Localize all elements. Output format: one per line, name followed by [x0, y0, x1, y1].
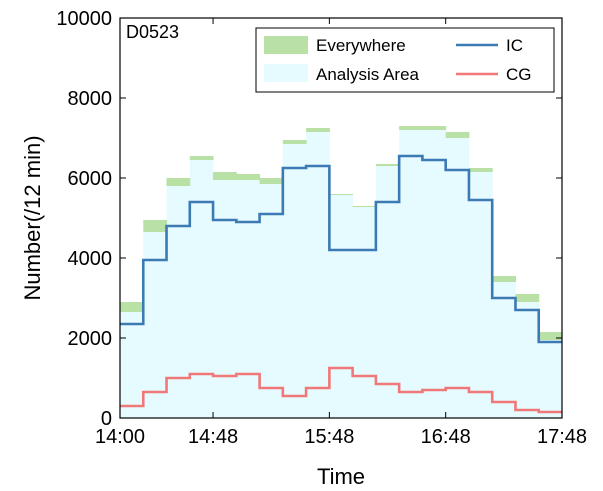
analysis-area-bin-7: [282, 144, 307, 418]
analysis-area-bin-14: [445, 138, 470, 418]
y-tick-label-1: 2000: [68, 328, 113, 350]
everywhere-band-bin-12: [399, 126, 423, 130]
analysis-area-bin-0: [120, 312, 144, 418]
y-tick-label-2: 4000: [68, 248, 113, 270]
y-tick-label-4: 8000: [68, 88, 113, 110]
analysis-area-bin-17: [515, 302, 540, 418]
everywhere-band-bin-7: [282, 140, 307, 144]
everywhere-band-bin-4: [213, 172, 237, 180]
analysis-area-bin-12: [399, 130, 423, 418]
x-tick-label-0: 14:00: [95, 426, 145, 448]
everywhere-band-bin-3: [189, 156, 214, 160]
everywhere-band-bin-17: [515, 294, 540, 302]
legend-label-ic: IC: [506, 36, 523, 55]
x-tick-label-1: 14:48: [188, 426, 238, 448]
legend-label-everywhere: Everywhere: [316, 36, 406, 55]
x-tick-label-3: 16:48: [421, 426, 471, 448]
analysis-area-bin-9: [329, 194, 354, 418]
y-tick-label-0: 0: [101, 408, 112, 430]
analysis-area-bin-11: [375, 166, 400, 418]
axes-frame: [119, 17, 563, 419]
everywhere-band-bin-6: [259, 178, 284, 184]
x-axis-title: Time: [317, 464, 365, 489]
everywhere-band-bin-8: [306, 128, 330, 132]
legend-swatch-everywhere: [264, 36, 308, 54]
everywhere-band-bin-9: [329, 194, 354, 195]
x-tick-label-2: 15:48: [304, 426, 354, 448]
everywhere-band-bin-5: [236, 174, 261, 180]
analysis-area-bin-6: [259, 184, 284, 418]
everywhere-band-bin-13: [422, 126, 447, 130]
analysis-area-bin-2: [166, 186, 191, 418]
everywhere-band-bin-0: [120, 302, 144, 312]
everywhere-band-bin-1: [143, 220, 168, 232]
everywhere-band-bin-10: [352, 206, 377, 207]
analysis-area-bin-1: [143, 232, 168, 418]
legend-swatch-analysis-area: [264, 64, 308, 82]
everywhere-band-bin-16: [492, 276, 516, 282]
series-line-cg: [120, 366, 562, 414]
analysis-area-bin-3: [189, 160, 214, 418]
everywhere-band-bin-11: [375, 164, 400, 166]
analysis-area-bin-13: [422, 130, 447, 418]
analysis-area-bin-4: [213, 180, 237, 418]
legend: Everywhere Analysis Area IC CG: [255, 27, 555, 93]
everywhere-band-bin-14: [445, 132, 470, 138]
everywhere-band-bin-18: [538, 332, 563, 340]
analysis-area-bin-16: [492, 282, 516, 418]
analysis-area-bin-10: [352, 206, 377, 418]
series-line-ic: [120, 154, 562, 344]
analysis-area-bin-18: [538, 340, 563, 418]
y-axis-title: Number(/12 min): [20, 135, 45, 300]
everywhere-band-bin-2: [166, 178, 191, 186]
chart-annotation: D0523: [126, 22, 179, 42]
legend-label-cg: CG: [506, 65, 532, 84]
analysis-area-bin-5: [236, 180, 261, 418]
y-tick-label-5: 10000: [56, 8, 112, 30]
analysis-area-bin-8: [306, 132, 330, 418]
legend-label-analysis-area: Analysis Area: [316, 65, 420, 84]
everywhere-band-bin-15: [468, 168, 493, 172]
y-tick-label-3: 6000: [68, 168, 113, 190]
analysis-area-bin-15: [468, 172, 493, 418]
x-tick-label-4: 17:48: [537, 426, 587, 448]
plot-area: 0 2000 4000 6000 8000 10000 14:00 14:48 15:48 16:…: [56, 8, 587, 448]
